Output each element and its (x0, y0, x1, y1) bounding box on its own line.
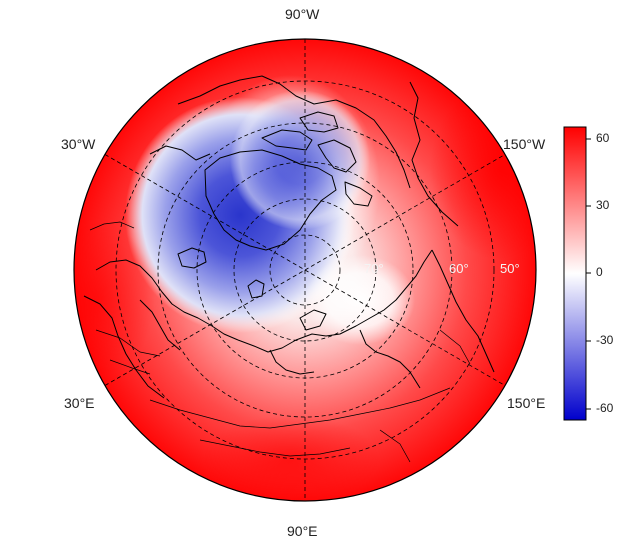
lat-label-60: 60° (449, 261, 469, 276)
latitude-circle-50 (157, 122, 453, 418)
canadian-archipelago-coast (261, 129, 313, 151)
lon-label-90w: 90°W (285, 6, 320, 22)
colorbar-tick-label: 0 (596, 265, 603, 279)
colorbar-tick-label: 30 (596, 198, 610, 212)
colorbar (563, 126, 591, 421)
map-boundary (73, 38, 537, 502)
iceland-coast (177, 247, 207, 269)
lon-label-30w: 30°W (61, 136, 96, 152)
colorbar-gradient (563, 126, 587, 421)
graticule (104, 39, 506, 501)
lon-label-30e: 30°E (64, 395, 95, 411)
lat-label-70: 70° (364, 261, 384, 276)
svalbard-coast (247, 279, 265, 299)
lat-label-50: 50° (500, 261, 520, 276)
lon-label-150e: 150°E (507, 395, 546, 411)
anomaly-field (74, 39, 536, 501)
colorbar-tick-label: -30 (596, 333, 614, 347)
coastlines (83, 75, 495, 463)
lon-label-90e: 90°E (287, 523, 318, 539)
lon-label-150w: 150°W (503, 136, 546, 152)
asia-arctic-coast (237, 249, 433, 353)
colorbar-tick-label: 60 (596, 131, 610, 145)
greenland-coast (204, 149, 337, 251)
latitude-circle-70 (233, 198, 377, 342)
europe-coast (95, 259, 239, 341)
colorbar-ticks (586, 138, 591, 410)
colorbar-tick-label: -60 (596, 401, 614, 415)
north-america-coast (177, 75, 411, 189)
